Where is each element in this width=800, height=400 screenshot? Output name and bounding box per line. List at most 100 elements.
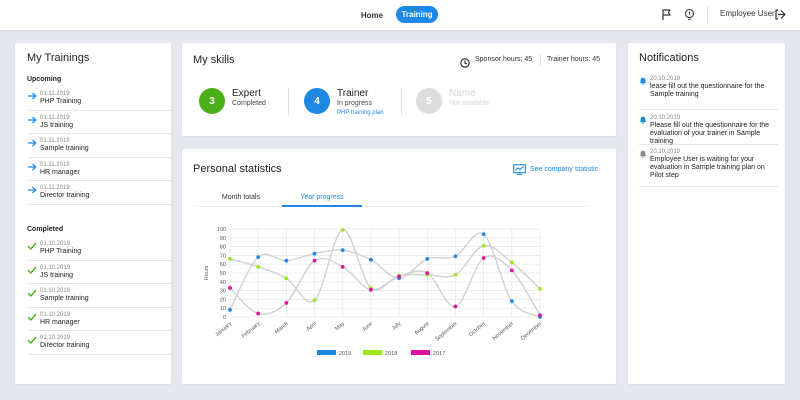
x-tick-label: November bbox=[492, 321, 515, 342]
training-list-item[interactable]: 01.10.2019 PHP Training bbox=[27, 237, 171, 261]
my-skills-panel: My skills Sponsor hours: 45 Trainer hour… bbox=[182, 43, 616, 136]
training-date: 01.11.2019 bbox=[40, 161, 70, 168]
notifications-panel: Notifications 20.10.2019 lease fill out t… bbox=[628, 43, 785, 384]
company-statistic-link[interactable]: See company statistic bbox=[513, 164, 598, 175]
arrow-right-icon bbox=[28, 163, 37, 170]
clock-icon bbox=[460, 55, 470, 73]
notification-date: 20.10.2019 bbox=[650, 115, 681, 121]
training-list-item[interactable]: 01.10.2019 Sample training bbox=[27, 284, 171, 308]
y-tick-label: 0 bbox=[223, 315, 226, 321]
notification-text: Employee User is waiting for your evalua… bbox=[650, 156, 765, 179]
notification-text: Please fill out the questionnaire for th… bbox=[650, 122, 770, 145]
nav-home-link[interactable]: Home bbox=[360, 10, 384, 20]
nav-training-link[interactable]: Training bbox=[396, 6, 438, 23]
training-list-item[interactable]: 01.10.2019 Director training bbox=[27, 331, 171, 355]
completed-label: Completed bbox=[27, 226, 64, 233]
lightbulb-icon[interactable] bbox=[683, 8, 696, 21]
notification-date: 20.10.2019 bbox=[650, 149, 681, 155]
data-point-2018 bbox=[538, 286, 542, 291]
checkmark-icon bbox=[27, 336, 37, 344]
data-point-2017 bbox=[256, 311, 261, 316]
training-name: JS training bbox=[40, 121, 74, 129]
legend-label: 2019 bbox=[339, 351, 351, 357]
training-list-item[interactable]: 01.10.2019 JS training bbox=[27, 261, 171, 284]
training-list-item[interactable]: 01.11.2019 Sample training bbox=[27, 134, 171, 158]
training-date: 01.11.2019 bbox=[40, 91, 70, 97]
personal-statistics-title: Personal statistics bbox=[193, 163, 282, 175]
bell-icon bbox=[639, 150, 647, 158]
data-point-2019 bbox=[369, 257, 373, 262]
data-point-2017 bbox=[228, 286, 232, 290]
arrow-right-icon bbox=[28, 139, 37, 147]
my-trainings-title: My Trainings bbox=[27, 52, 90, 64]
x-tick-label: October bbox=[468, 321, 487, 338]
notification-item[interactable]: 20.10.2019 lease fill out the questionnai… bbox=[639, 76, 778, 110]
skill-level-badge: 3 bbox=[199, 88, 225, 114]
training-date: 01.10.2019 bbox=[40, 311, 71, 318]
data-point-2018 bbox=[340, 227, 345, 232]
data-point-2018 bbox=[256, 264, 261, 269]
personal-statistics-panel: Personal statistics See company statisti… bbox=[182, 149, 616, 384]
x-tick-label: July bbox=[391, 321, 403, 332]
data-point-2019 bbox=[425, 257, 430, 261]
company-statistic-label: See company statistic bbox=[530, 166, 599, 173]
user-name[interactable]: Employee User bbox=[720, 9, 775, 18]
data-point-2017 bbox=[340, 264, 345, 269]
training-name: PHP Training bbox=[40, 248, 82, 255]
notification-item[interactable]: 20.10.2019 Employee User is waiting for y… bbox=[639, 149, 778, 187]
training-date: 01.10.2019 bbox=[40, 241, 71, 247]
checkmark-icon bbox=[27, 266, 37, 274]
training-list-item[interactable]: 01.11.2019 PHP Training bbox=[27, 87, 171, 111]
sponsor-hours: Sponsor hours: 45 bbox=[475, 56, 533, 63]
data-point-2017 bbox=[425, 271, 430, 275]
notifications-title: Notifications bbox=[639, 52, 699, 64]
training-date: 01.11.2019 bbox=[40, 114, 70, 121]
data-point-2018 bbox=[453, 272, 458, 277]
y-axis-label: Hours bbox=[204, 265, 210, 280]
logout-icon[interactable] bbox=[774, 8, 787, 21]
data-point-2018 bbox=[509, 260, 514, 265]
data-point-2017 bbox=[312, 258, 317, 263]
notification-item[interactable]: 20.10.2019 Please fill out the questionna… bbox=[639, 115, 778, 145]
x-tick-label: August bbox=[414, 321, 431, 337]
x-tick-label: February bbox=[241, 321, 262, 340]
arrow-right-icon bbox=[28, 116, 37, 123]
training-date: 01.11.2019 bbox=[40, 138, 70, 144]
training-list-item[interactable]: 01.10.2019 HR manager bbox=[27, 308, 171, 331]
flag-icon[interactable] bbox=[660, 8, 673, 21]
skill-level-badge: 5 bbox=[416, 88, 442, 114]
x-tick-label: December bbox=[520, 321, 543, 342]
notification-date: 20.10.2019 bbox=[650, 76, 681, 82]
training-name: Director training bbox=[40, 342, 90, 349]
training-name: HR manager bbox=[40, 168, 80, 176]
y-tick-label: 10 bbox=[220, 306, 226, 312]
skill-divider bbox=[288, 88, 289, 116]
skill-title: Trainer bbox=[337, 88, 369, 99]
topbar-divider bbox=[707, 7, 708, 23]
training-name: Director training bbox=[40, 192, 90, 199]
notification-text: lease fill out the questionnaire for the… bbox=[650, 83, 765, 98]
upcoming-trainings-list: 01.11.2019 PHP Training 01.11.2019 JS train… bbox=[27, 87, 171, 205]
training-list-item[interactable]: 01.11.2019 HR manager bbox=[27, 158, 171, 181]
series-line-2019 bbox=[229, 232, 541, 318]
y-tick-label: 60 bbox=[220, 262, 226, 268]
checkmark-icon bbox=[27, 313, 37, 321]
trainer-hours: Trainer hours: 45 bbox=[547, 56, 601, 63]
training-plan-link[interactable]: PHP training plan bbox=[337, 110, 384, 116]
training-list-item[interactable]: 01.11.2019 JS training bbox=[27, 111, 171, 134]
data-point-2019 bbox=[256, 255, 261, 260]
skill-level-badge: 4 bbox=[304, 88, 330, 114]
y-tick-label: 90 bbox=[220, 236, 226, 242]
company-chart-icon bbox=[513, 164, 526, 175]
y-tick-label: 30 bbox=[220, 289, 226, 295]
x-tick-label: January bbox=[214, 321, 233, 338]
my-trainings-panel: My Trainings Upcoming 01.11.2019 PHP Trai… bbox=[15, 43, 171, 384]
data-point-2017 bbox=[481, 256, 486, 260]
training-list-item[interactable]: 01.11.2019 Director training bbox=[27, 181, 171, 205]
checkmark-icon bbox=[27, 242, 37, 250]
skill-divider bbox=[401, 88, 402, 116]
tab-year-progress[interactable]: Year progress bbox=[300, 194, 344, 201]
tab-active-indicator bbox=[282, 205, 362, 207]
training-name: PHP Training bbox=[40, 98, 82, 105]
tab-month-totals[interactable]: Month totals bbox=[221, 194, 261, 201]
